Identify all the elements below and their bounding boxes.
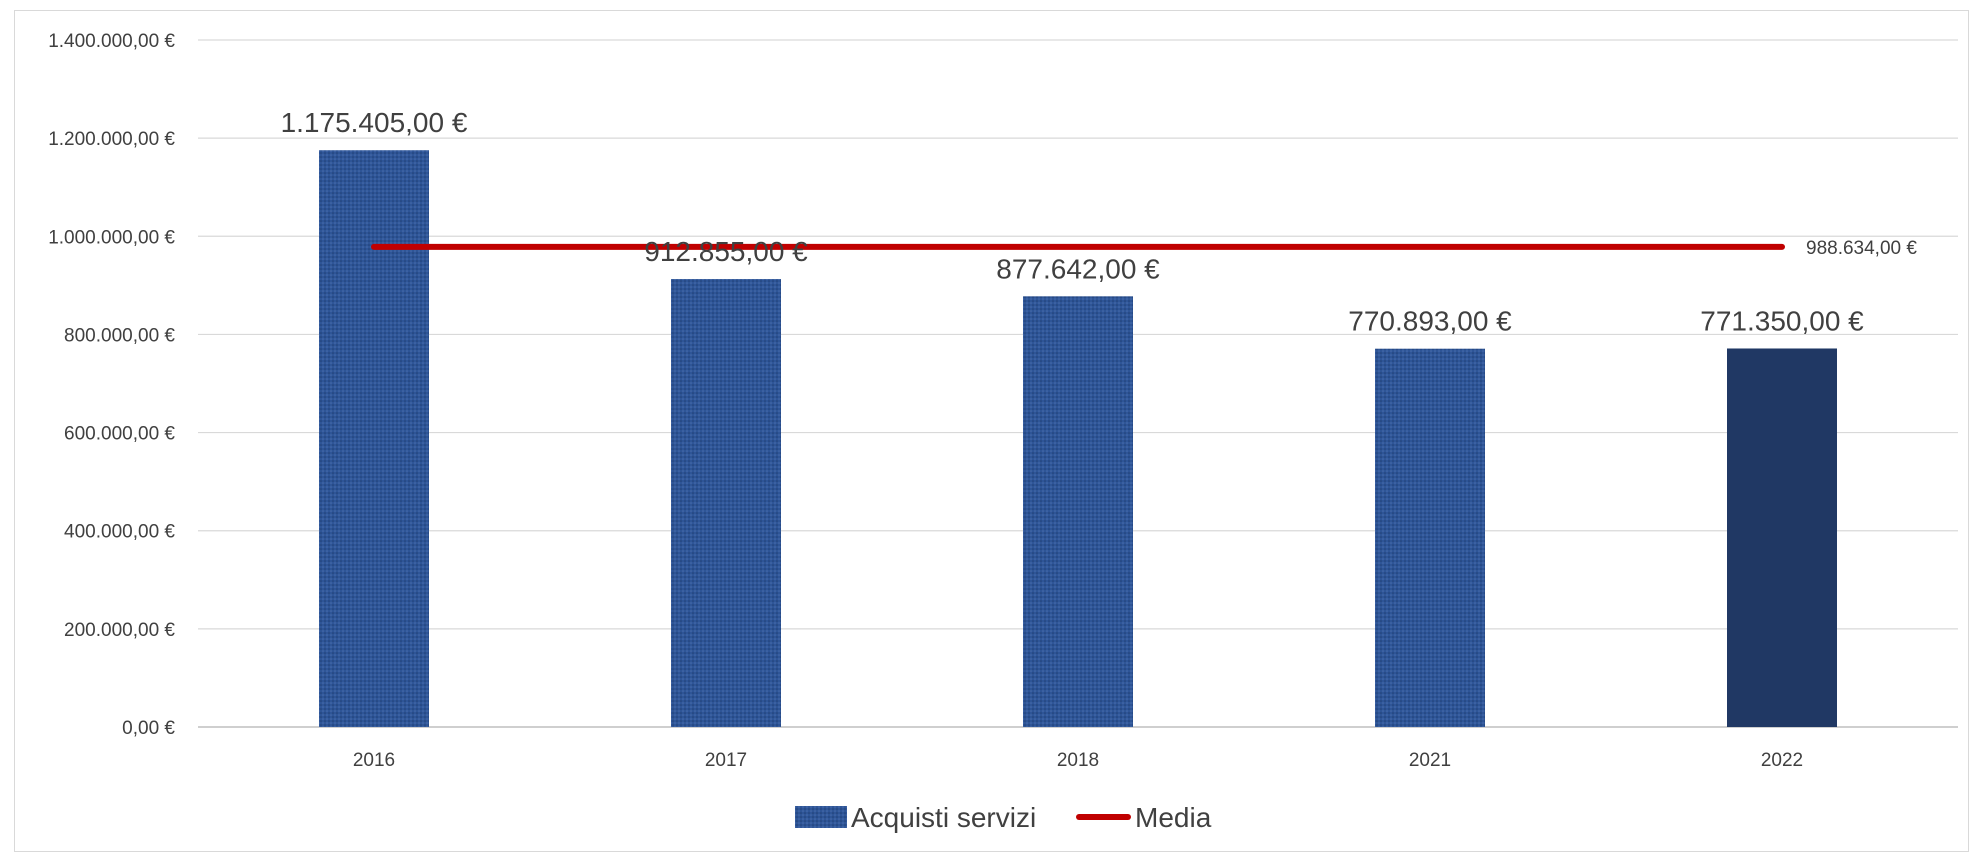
legend-swatch-bar bbox=[795, 806, 847, 828]
x-tick-label: 2016 bbox=[353, 750, 395, 771]
data-labels: 1.175.405,00 € 912.855,00 € 877.642,00 € 77… bbox=[281, 107, 1918, 336]
y-axis-ticks: 0,00 € 200.000,00 € 400.000,00 € 600.000,00… bbox=[48, 31, 175, 739]
bar bbox=[1023, 296, 1133, 727]
legend-label-bar: Acquisti servizi bbox=[851, 802, 1036, 833]
y-tick-label: 1.400.000,00 € bbox=[48, 31, 175, 52]
data-label: 877.642,00 € bbox=[996, 253, 1160, 284]
average-label: 988.634,00 € bbox=[1806, 238, 1917, 259]
y-tick-label: 0,00 € bbox=[122, 718, 175, 739]
y-tick-label: 400.000,00 € bbox=[64, 522, 175, 543]
y-tick-label: 200.000,00 € bbox=[64, 620, 175, 641]
x-tick-label: 2022 bbox=[1761, 750, 1803, 771]
y-tick-label: 800.000,00 € bbox=[64, 325, 175, 346]
bar bbox=[319, 150, 429, 727]
x-tick-label: 2018 bbox=[1057, 750, 1099, 771]
bar bbox=[671, 279, 781, 727]
y-tick-label: 600.000,00 € bbox=[64, 424, 175, 445]
bar bbox=[1375, 348, 1485, 727]
data-label: 1.175.405,00 € bbox=[281, 107, 468, 138]
y-tick-label: 1.200.000,00 € bbox=[48, 129, 175, 150]
y-tick-label: 1.000.000,00 € bbox=[48, 227, 175, 248]
x-axis-ticks: 2016 2017 2018 2021 2022 bbox=[353, 750, 1803, 771]
bar bbox=[1727, 348, 1837, 727]
data-label: 912.855,00 € bbox=[644, 236, 808, 267]
data-label: 770.893,00 € bbox=[1348, 306, 1512, 337]
legend-label-line: Media bbox=[1135, 802, 1212, 833]
data-label: 771.350,00 € bbox=[1700, 305, 1864, 336]
legend: Acquisti servizi Media bbox=[795, 802, 1212, 833]
x-tick-label: 2017 bbox=[705, 750, 747, 771]
x-tick-label: 2021 bbox=[1409, 750, 1451, 771]
